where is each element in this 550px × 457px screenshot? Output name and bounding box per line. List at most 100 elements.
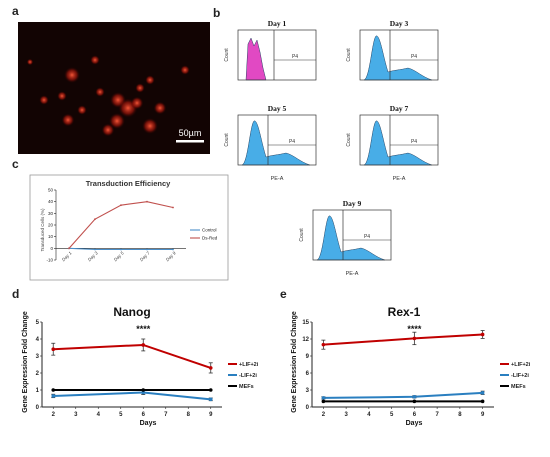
- flow-histogram-ylabel: Count: [299, 228, 305, 242]
- data-point: [146, 200, 148, 203]
- flow-histogram-xlabel: PE-A: [346, 271, 359, 277]
- flow-histogram-title: Day 9: [343, 199, 362, 208]
- data-point: [321, 396, 326, 400]
- flow-histogram-curve: [363, 35, 433, 81]
- data-point: [68, 247, 70, 250]
- flow-histogram: Day 3 Count P4: [346, 19, 439, 81]
- data-point: [480, 391, 485, 395]
- x-tick-label: 8: [187, 412, 191, 418]
- rex1-chart-xlabel: Days: [406, 420, 423, 427]
- fluorescent-cell: [95, 87, 105, 97]
- x-tick-label: 9: [481, 412, 485, 418]
- scale-bar-label: 50µm: [179, 128, 202, 138]
- legend-label: Ds-Red: [202, 236, 218, 241]
- x-tick-label: 7: [435, 412, 439, 418]
- flow-histogram-title: Day 5: [268, 104, 287, 113]
- flow-histogram-frame: [359, 114, 439, 166]
- legend-label: +LIF+2i: [239, 362, 259, 368]
- y-tick-label: 40: [48, 199, 54, 204]
- flow-histogram-ylabel: Count: [224, 133, 230, 147]
- fluorescent-cell: [135, 83, 145, 93]
- flow-gate-label: P4: [292, 54, 298, 60]
- flow-histogram-curve: [316, 215, 386, 261]
- transduction-chart-frame: [29, 174, 229, 281]
- flow-histogram-frame: [359, 29, 439, 81]
- y-tick-label: 20: [48, 223, 54, 228]
- flow-histogram-ylabel: Count: [346, 48, 352, 62]
- rex1-chart-title: Rex-1: [388, 305, 421, 319]
- x-tick-label: 6: [413, 412, 417, 418]
- fluorescent-cell: [109, 113, 125, 129]
- flow-histogram-curve: [241, 120, 311, 166]
- flow-histogram-frame: [237, 29, 317, 81]
- data-point: [172, 206, 174, 209]
- y-tick-label: 6: [306, 371, 310, 377]
- series-line: [323, 333, 483, 346]
- data-point: [321, 399, 326, 404]
- data-point: [141, 390, 146, 395]
- panel-letter-d: d: [12, 287, 19, 301]
- legend-label: -LIF+2i: [239, 373, 257, 379]
- x-tick-label: 3: [344, 412, 348, 418]
- fluorescent-cell: [145, 75, 155, 85]
- significance-annotation: ****: [407, 324, 422, 334]
- flow-histogram: Day 5 Count PE-A P4: [224, 104, 317, 182]
- y-tick-label: 2: [36, 371, 40, 377]
- fluorescent-cell: [142, 118, 158, 134]
- nanog-chart-title: Nanog: [113, 305, 150, 319]
- flow-histogram-curve: [363, 120, 433, 166]
- flow-cytometry-panel: Day 1 Count P4 Day 3 Count P4 Day 5 Count PE-A P4…: [224, 19, 439, 277]
- y-tick-label: 3: [306, 388, 310, 394]
- data-point: [172, 248, 174, 251]
- flow-histogram-xlabel: PE-A: [393, 176, 406, 182]
- flow-histogram-curve: [245, 37, 267, 81]
- data-point: [120, 204, 122, 207]
- x-tick-label: 5: [390, 412, 394, 418]
- significance-annotation: ****: [136, 324, 151, 334]
- data-point: [51, 347, 56, 352]
- flow-histogram-title: Day 3: [390, 19, 409, 28]
- y-tick-label: 4: [36, 337, 40, 343]
- flow-histogram-ylabel: Count: [346, 133, 352, 147]
- flow-gate-label: P4: [364, 234, 370, 240]
- x-tick-label: 9: [209, 412, 213, 418]
- flow-histogram-ylabel: Count: [224, 48, 230, 62]
- flow-histogram-title: Day 7: [390, 104, 409, 113]
- y-tick-label: -10: [46, 258, 53, 263]
- flow-gate-label: P4: [289, 139, 295, 145]
- data-point: [141, 388, 146, 392]
- x-tick-label: 2: [322, 412, 326, 418]
- data-point: [412, 399, 417, 404]
- fluorescent-cell: [180, 65, 190, 75]
- data-point: [412, 336, 417, 341]
- data-point: [51, 394, 56, 398]
- data-point: [120, 248, 122, 251]
- fluorescent-cell: [64, 67, 80, 83]
- transduction-chart-title: Transduction Efficiency: [86, 179, 171, 188]
- fluorescent-cell: [39, 95, 49, 105]
- data-point: [321, 342, 326, 347]
- legend-label: -LIF+2i: [511, 373, 529, 379]
- series-line: [53, 391, 211, 401]
- nanog-chart-ylabel: Gene Expression Fold Change: [22, 311, 29, 413]
- rex1-plot-area: 0 3 6 9 12 15 2 3 4 5 6 7 8 9 +LIF+2i -LIF+2i MEFs ****: [302, 320, 530, 418]
- x-tick-label: 5: [119, 412, 123, 418]
- flow-histogram: Day 9 Count PE-A P4: [299, 199, 392, 277]
- fluorescent-cell: [61, 113, 75, 127]
- x-tick-label: 4: [367, 412, 371, 418]
- y-tick-label: 10: [48, 234, 54, 239]
- data-point: [208, 366, 213, 370]
- legend-label: Control: [202, 228, 217, 233]
- data-point: [208, 388, 213, 392]
- panel-letter-b: b: [213, 6, 220, 20]
- fluorescent-cells: [26, 55, 190, 137]
- data-point: [94, 218, 96, 221]
- data-point: [412, 395, 417, 399]
- x-tick-label: 2: [52, 412, 56, 418]
- y-tick-label: 0: [36, 405, 40, 411]
- data-point: [141, 343, 146, 347]
- fluorescent-cell: [26, 58, 34, 66]
- transduction-chart: Transduction Efficiency Transduced Cells…: [29, 174, 229, 281]
- y-tick-label: 30: [48, 211, 54, 216]
- fluorescent-cell: [77, 105, 87, 115]
